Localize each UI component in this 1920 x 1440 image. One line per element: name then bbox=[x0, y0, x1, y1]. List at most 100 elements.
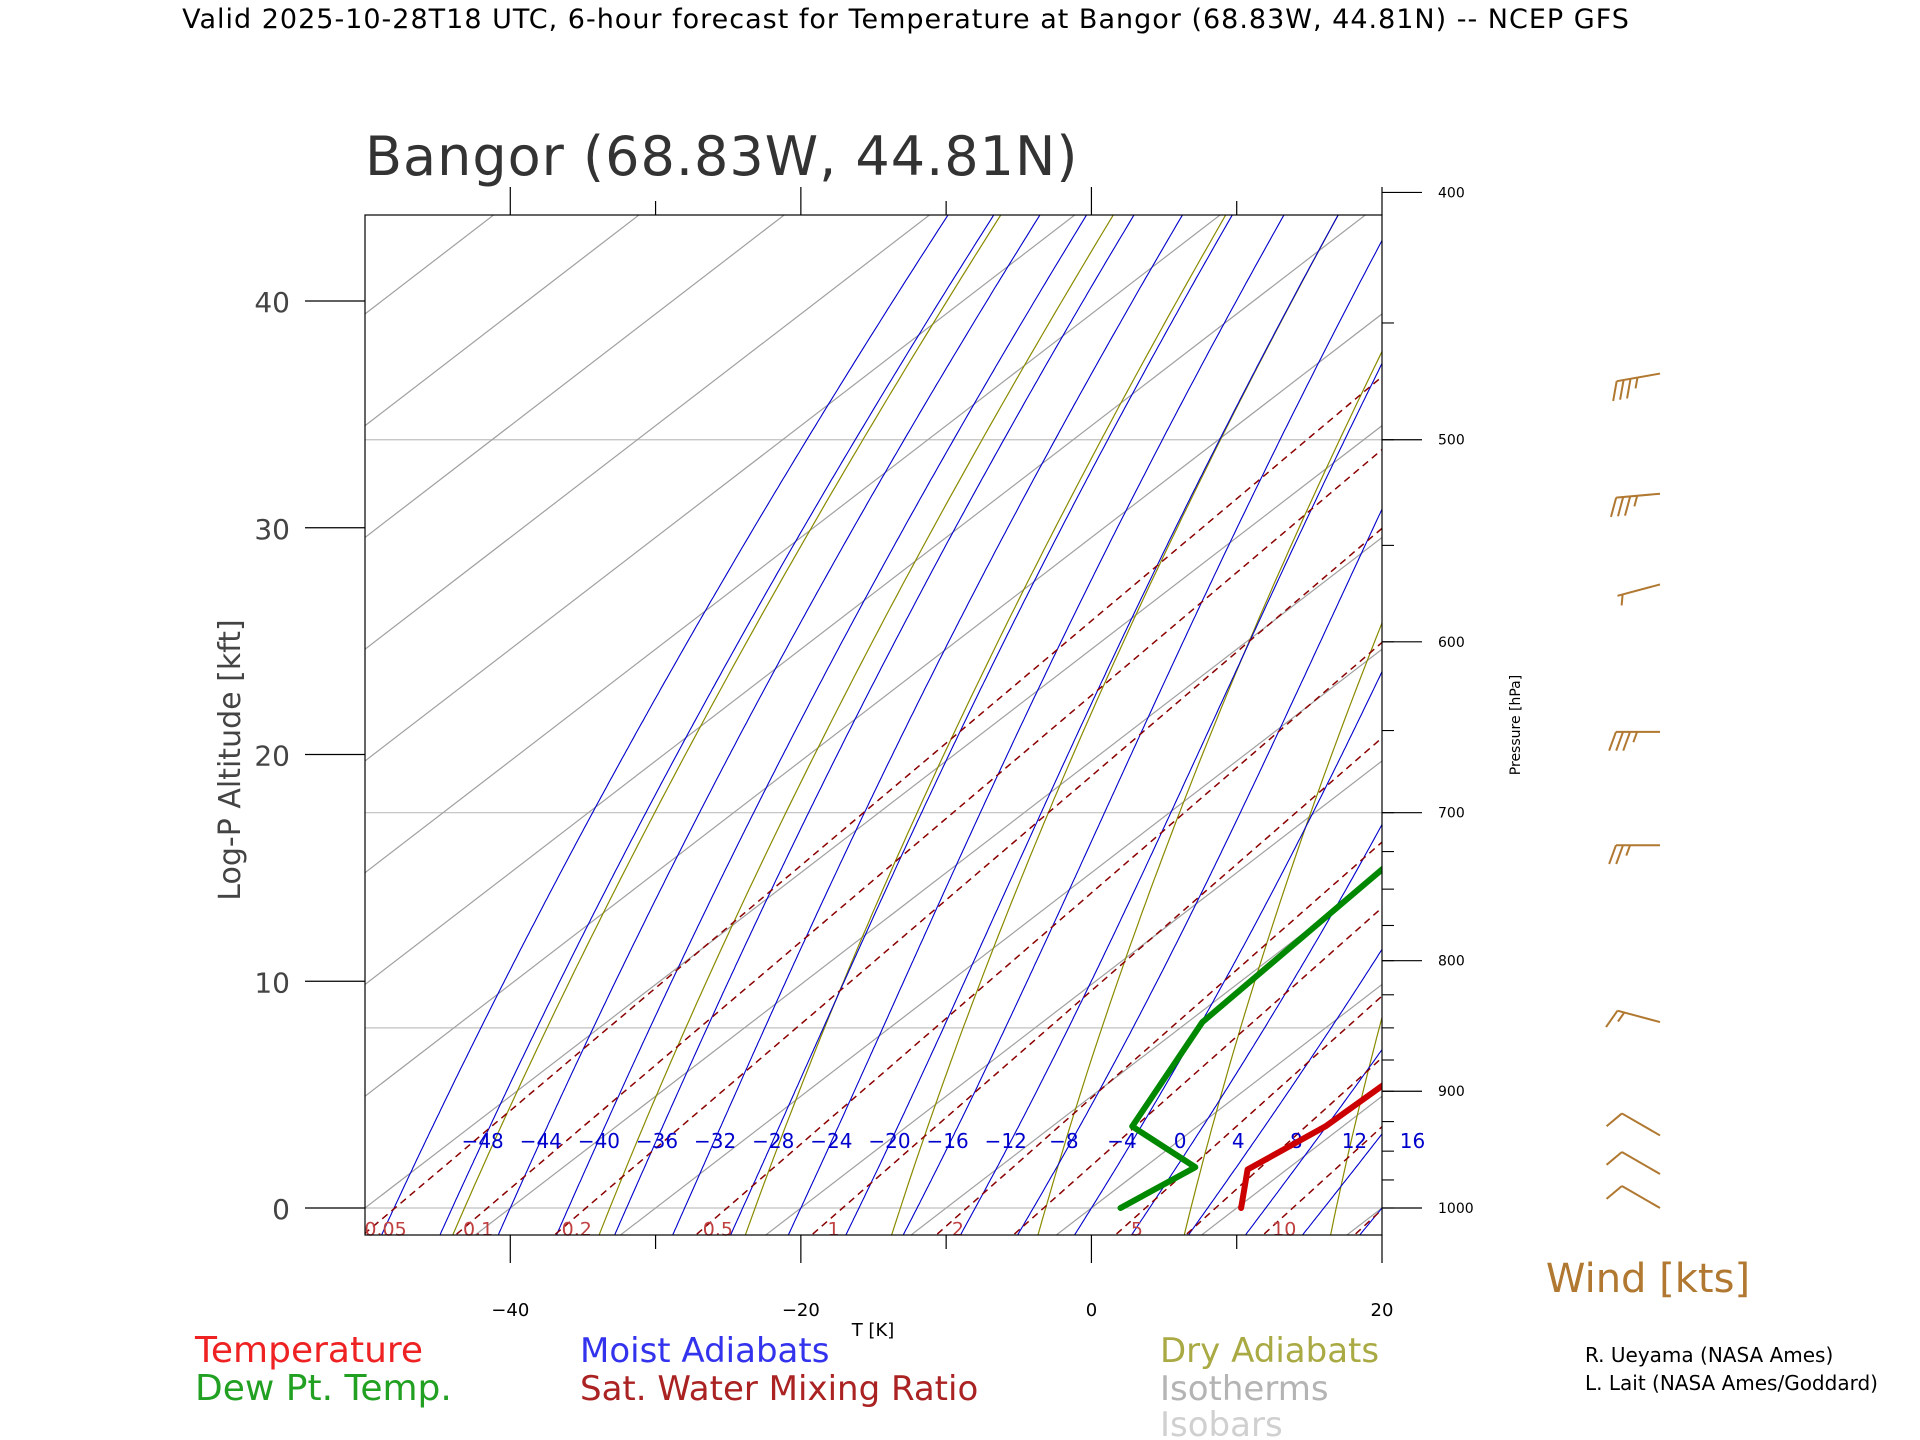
wind-barb-staff bbox=[1617, 1009, 1661, 1024]
moist-adiabat bbox=[1244, 1048, 1382, 1235]
mixing-ratio-line bbox=[694, 641, 1382, 1235]
isotherm-line bbox=[1468, 165, 1920, 1253]
wind-barb-staff bbox=[1616, 372, 1661, 383]
moist-adiabat bbox=[380, 215, 949, 1235]
wind-barb bbox=[1605, 1151, 1661, 1175]
pressure-label: 400 bbox=[1438, 185, 1465, 201]
mixing-ratio-line bbox=[365, 375, 1382, 1235]
y-tick-label: 20 bbox=[254, 740, 290, 773]
moist-adiabat bbox=[1073, 670, 1382, 1235]
wind-barb-feather bbox=[1615, 844, 1624, 865]
mixing-ratio-line bbox=[454, 448, 1382, 1235]
moist-adiabat bbox=[1130, 823, 1382, 1235]
moist-adiabat-label: −48 bbox=[462, 1129, 504, 1153]
pressure-label: 800 bbox=[1438, 954, 1465, 970]
mixing-ratio-line bbox=[1353, 1208, 1382, 1235]
moist-adiabat bbox=[729, 215, 1233, 1235]
wind-barb bbox=[1610, 492, 1661, 518]
moist-adiabat bbox=[1385, 0, 1920, 1273]
isotherm-line bbox=[1345, 1207, 1382, 1235]
y-tick-label: 0 bbox=[272, 1193, 290, 1226]
x-tick-label: −40 bbox=[491, 1300, 529, 1321]
x-tick-label: 0 bbox=[1086, 1300, 1097, 1321]
wind-barb bbox=[1617, 583, 1661, 606]
wind-barb-feather bbox=[1619, 379, 1625, 400]
chart-title: Bangor (68.83W, 44.81N) bbox=[365, 125, 1078, 188]
y-axis-label: Log-P Altitude [kft] bbox=[213, 619, 248, 900]
dry-adiabat bbox=[891, 215, 1339, 1235]
moist-adiabat-label: 16 bbox=[1400, 1129, 1425, 1153]
dry-adiabat bbox=[1622, 188, 1911, 1242]
pressure-label: 600 bbox=[1438, 635, 1465, 651]
dry-adiabat bbox=[1769, 188, 1920, 1242]
pressure-label: 500 bbox=[1438, 433, 1465, 449]
dry-adiabat bbox=[744, 215, 1227, 1235]
moist-adiabat bbox=[787, 215, 1285, 1235]
moist-adiabat bbox=[1301, 1132, 1382, 1235]
dry-adiabat bbox=[598, 215, 1114, 1235]
wind-barb-staff bbox=[1616, 492, 1661, 499]
moist-adiabat bbox=[1187, 948, 1382, 1235]
moist-adiabat-label: −20 bbox=[868, 1129, 910, 1153]
wind-barb-feather bbox=[1624, 496, 1632, 516]
wind-barb-feather bbox=[1626, 378, 1632, 399]
mixing-ratio-label: 5 bbox=[1131, 1218, 1143, 1240]
wind-barb-feather bbox=[1608, 844, 1617, 865]
isotherm-line bbox=[619, 648, 1382, 1235]
wind-barb-feather bbox=[1617, 496, 1625, 517]
dry-adiabat bbox=[1915, 188, 1920, 1242]
wind-barb-feather bbox=[1605, 1112, 1623, 1128]
wind-barb-feather bbox=[1605, 1151, 1623, 1166]
wind-barb-feather bbox=[1632, 731, 1639, 743]
wind-barb-feather bbox=[1617, 1011, 1626, 1023]
legend-isobars: Isobars bbox=[1160, 1405, 1283, 1440]
wind-barb-feather bbox=[1620, 594, 1624, 606]
x-tick-label: 20 bbox=[1371, 1300, 1394, 1321]
pressure-label: 900 bbox=[1438, 1084, 1465, 1100]
moist-adiabat-label: −24 bbox=[810, 1129, 852, 1153]
moist-adiabat bbox=[614, 215, 1135, 1235]
wind-barb-staff bbox=[1621, 1185, 1661, 1209]
mixing-ratio-line bbox=[1012, 906, 1382, 1235]
wind-barb-feather bbox=[1625, 844, 1632, 856]
wind-barb bbox=[1608, 730, 1660, 751]
wind-barb-staff bbox=[1621, 1151, 1661, 1175]
moist-adiabat bbox=[845, 215, 1339, 1235]
moist-adiabat-label: −28 bbox=[752, 1129, 794, 1153]
y-tick-label: 40 bbox=[254, 286, 290, 319]
moist-adiabat-label: −40 bbox=[578, 1129, 620, 1153]
moist-adiabat-label: −8 bbox=[1049, 1129, 1078, 1153]
wind-barb bbox=[1605, 1112, 1661, 1137]
legend-dewpoint: Dew Pt. Temp. bbox=[195, 1368, 452, 1409]
wind-barb bbox=[1605, 1009, 1661, 1028]
pressure-label: 1000 bbox=[1438, 1201, 1474, 1217]
isotherm-line bbox=[910, 871, 1382, 1235]
profile-lines bbox=[1117, 865, 1382, 1211]
wind-barb-staff bbox=[1617, 583, 1661, 597]
wind-barb-staff bbox=[1621, 1112, 1661, 1137]
dry-adiabat bbox=[1476, 188, 1800, 1242]
moist-adiabat-label: 12 bbox=[1342, 1129, 1367, 1153]
wind-barb-feather bbox=[1615, 731, 1624, 751]
credit-line-1: R. Ueyama (NASA Ames) bbox=[1585, 1343, 1833, 1367]
y-tick-label: 30 bbox=[254, 513, 290, 546]
moist-adiabat-label: −4 bbox=[1107, 1129, 1136, 1153]
legend-temperature: Temperature bbox=[194, 1330, 423, 1371]
wind-barb bbox=[1605, 1185, 1661, 1209]
moist-adiabat bbox=[1441, 0, 1920, 1273]
wind-barb-feather bbox=[1605, 1185, 1623, 1200]
moist-adiabat bbox=[1358, 1207, 1382, 1235]
isotherm-line bbox=[365, 215, 1367, 986]
x-tick-label: −20 bbox=[782, 1300, 820, 1321]
moist-adiabat bbox=[672, 215, 1184, 1235]
isotherm-line bbox=[365, 424, 1382, 1209]
legend-mixing-ratio: Sat. Water Mixing Ratio bbox=[580, 1369, 978, 1409]
isotherm-line bbox=[1614, 165, 1920, 1253]
moist-adiabat-label: 4 bbox=[1232, 1129, 1245, 1153]
dewpoint-line bbox=[1117, 865, 1382, 1211]
mixing-ratio-line bbox=[810, 736, 1382, 1235]
wind-barb-feather bbox=[1633, 495, 1639, 507]
isotherm-line bbox=[0, 165, 123, 1253]
